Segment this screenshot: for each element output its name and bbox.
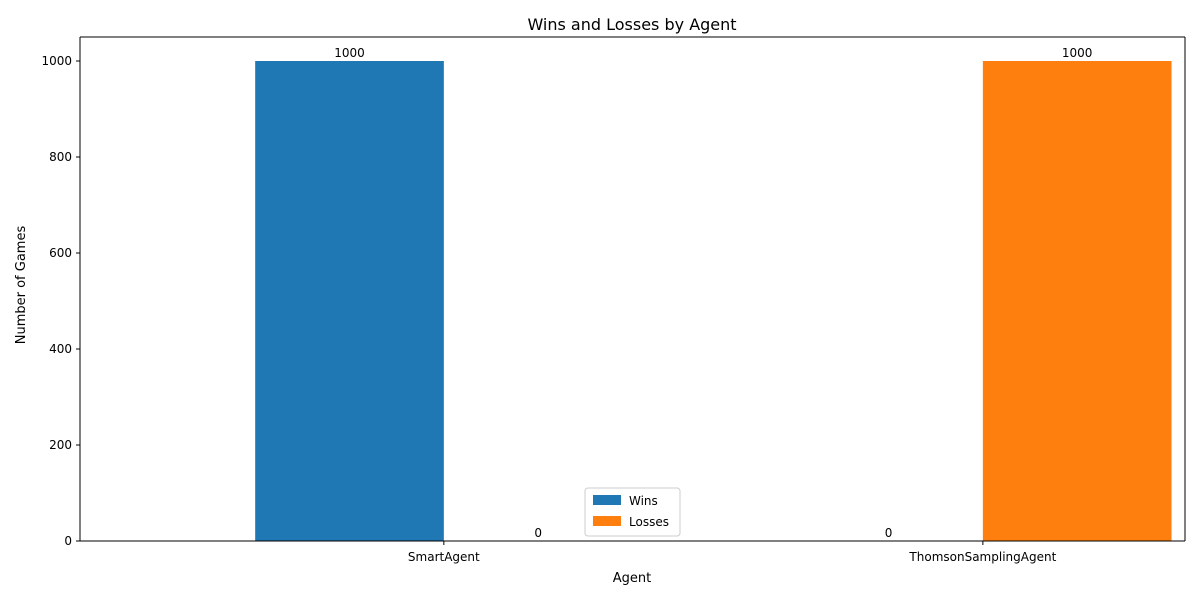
y-tick-label: 200 xyxy=(49,438,72,452)
legend-swatch-losses xyxy=(593,516,621,526)
legend-label-wins: Wins xyxy=(629,494,658,508)
axes-layer: 0 200 400 600 800 1000 SmartAgent ThomsonSampli… xyxy=(41,36,1186,564)
legend: Wins Losses xyxy=(584,487,681,537)
y-axis-label: Number of Games xyxy=(14,226,29,345)
x-tick-label: SmartAgent xyxy=(408,550,480,564)
y-tick-label: 600 xyxy=(49,246,72,260)
bar-wins-smartagent xyxy=(255,61,444,541)
chart-title: Wins and Losses by Agent xyxy=(527,15,736,34)
data-labels-layer: 1000 0 0 1000 xyxy=(334,46,1092,540)
bars-layer xyxy=(255,61,1172,541)
legend-swatch-wins xyxy=(593,495,621,505)
y-tick-label: 0 xyxy=(64,534,72,548)
data-label: 0 xyxy=(885,526,893,540)
y-tick-label: 800 xyxy=(49,150,72,164)
data-label: 1000 xyxy=(1062,46,1093,60)
y-tick-label: 1000 xyxy=(41,54,72,68)
x-axis-label: Agent xyxy=(613,571,651,586)
y-tick-label: 400 xyxy=(49,342,72,356)
bar-losses-thomsonsamplingagent xyxy=(982,61,1172,541)
data-label: 0 xyxy=(534,526,542,540)
data-label: 1000 xyxy=(334,46,365,60)
legend-label-losses: Losses xyxy=(629,515,669,529)
x-tick-label: ThomsonSamplingAgent xyxy=(908,550,1056,564)
